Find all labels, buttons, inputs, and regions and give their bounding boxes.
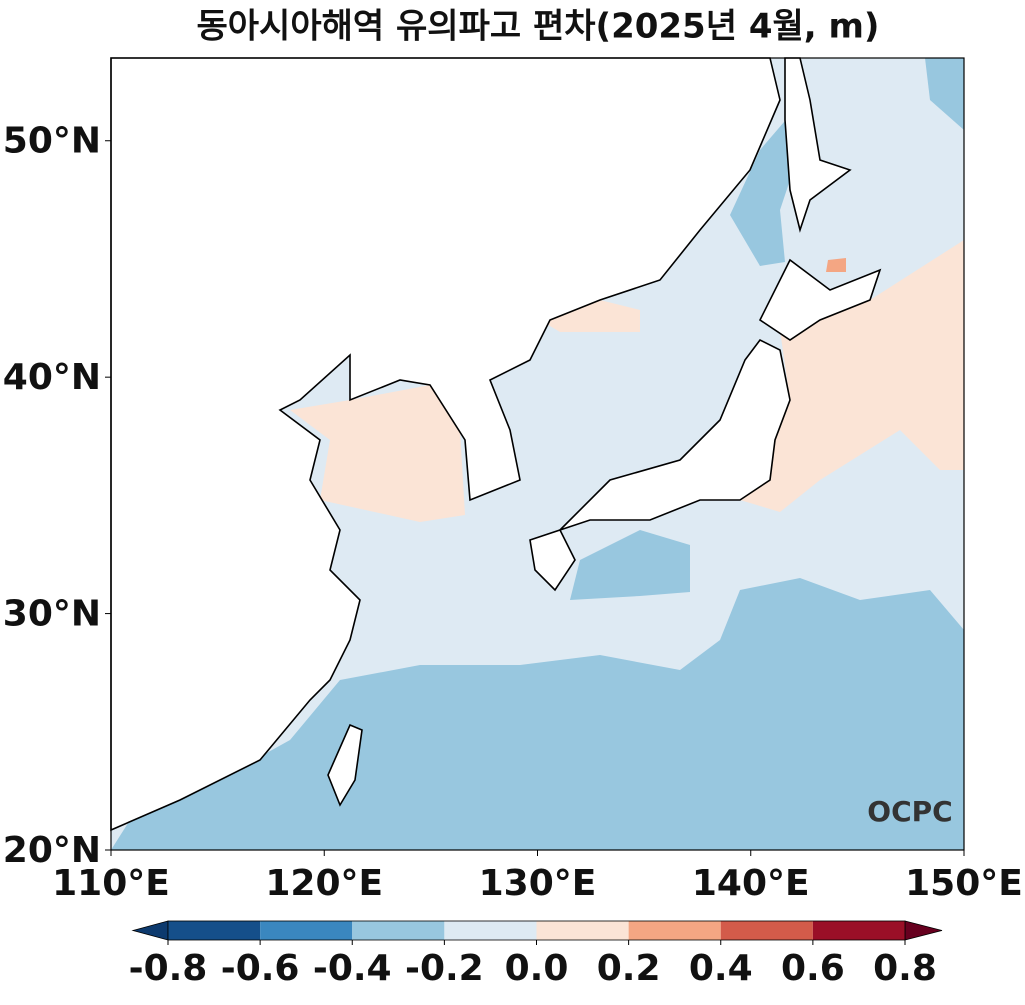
colorbar-under xyxy=(131,920,169,941)
land xyxy=(327,723,363,807)
logo: OCPC xyxy=(867,795,952,828)
colorbar-tick-label: -0.4 xyxy=(313,948,392,989)
x-tick-label: 130°E xyxy=(479,863,597,904)
colorbar-tick-label: 0.4 xyxy=(689,948,753,989)
colorbar-segment xyxy=(536,921,629,940)
colorbar-segment xyxy=(352,921,445,940)
colorbar-segment xyxy=(444,921,537,940)
map-title: 동아시아해역 유의파고 편차(2025년 4월, m) xyxy=(197,7,880,47)
colorbar-segment xyxy=(260,921,353,940)
anomaly-region xyxy=(740,240,964,512)
colorbar-over xyxy=(904,920,943,941)
colorbar-tick-label: 0.8 xyxy=(873,948,937,989)
land xyxy=(559,338,791,531)
y-tick-label: 40°N xyxy=(3,357,101,398)
anomaly-region xyxy=(111,578,964,850)
anomaly-region xyxy=(826,258,846,272)
land xyxy=(758,258,882,341)
colorbar-segment xyxy=(720,921,813,940)
x-tick-label: 140°E xyxy=(692,863,810,904)
y-tick-label: 20°N xyxy=(3,830,101,871)
colorbar-tick-label: 0.0 xyxy=(505,948,569,989)
colorbar-tick-label: -0.2 xyxy=(405,948,484,989)
colorbar-tick-label: -0.6 xyxy=(221,948,300,989)
colorbar-segment xyxy=(812,921,905,940)
anomaly-region xyxy=(730,115,800,266)
colorbar-segment xyxy=(168,921,261,940)
anomaly-region xyxy=(290,385,465,522)
x-tick-label: 110°E xyxy=(52,863,170,904)
anomaly-region xyxy=(925,58,964,130)
colorbar-tick-label: 0.2 xyxy=(597,948,661,989)
anomaly-region xyxy=(570,530,690,600)
anomaly-region xyxy=(540,300,640,332)
land xyxy=(529,529,576,592)
colorbar-segment xyxy=(628,921,721,940)
land xyxy=(784,57,852,233)
land xyxy=(110,57,781,832)
colorbar-tick-label: -0.8 xyxy=(129,948,208,989)
colorbar-tick-label: 0.6 xyxy=(781,948,845,989)
x-tick-label: 150°E xyxy=(905,863,1023,904)
y-tick-label: 50°N xyxy=(3,121,101,162)
x-tick-label: 120°E xyxy=(265,863,383,904)
y-tick-label: 30°N xyxy=(3,594,101,635)
map-area: OCPC xyxy=(110,57,965,851)
